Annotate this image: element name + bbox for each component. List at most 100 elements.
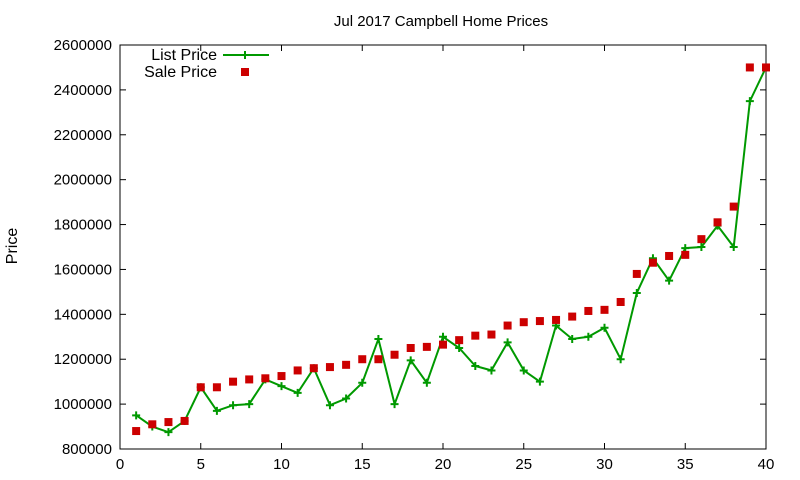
list-price-point [229,401,238,410]
sale-price-point [229,377,238,386]
y-tick-label: 2000000 [54,172,112,189]
x-tick-label: 15 [354,456,371,473]
sale-price-point [729,202,738,211]
sale-price-point [632,269,641,278]
sale-price-point [665,251,674,260]
list-price-point [212,406,221,415]
x-tick-label: 10 [273,456,290,473]
y-tick-label: 2600000 [54,37,112,54]
sale-price-point [132,427,141,436]
sale-price-point [552,315,561,324]
sale-price-point [148,420,157,429]
sale-price-point [342,360,351,369]
sale-price-point [309,364,318,373]
y-tick-label: 1200000 [54,351,112,368]
list-price-point [471,361,480,370]
sale-price-point [277,372,286,381]
sale-price-point [600,305,609,314]
sale-price-point [245,375,254,384]
list-price-point [390,400,399,409]
x-tick-label: 25 [515,456,532,473]
list-price-point [358,378,367,387]
sale-price-point [164,418,173,427]
sale-price-point [325,363,334,372]
y-tick-label: 1800000 [54,217,112,234]
y-tick-label: 1000000 [54,396,112,413]
sale-price-point [471,331,480,340]
list-price-point [729,243,738,251]
y-tick-label: 800000 [62,441,112,458]
legend-marker-list-price [241,51,249,59]
sale-price-point [745,63,754,72]
sale-price-point [455,336,464,345]
x-tick-label: 40 [758,456,775,473]
list-price-point [584,332,593,341]
list-price-point [342,394,351,403]
sale-price-point [293,366,302,375]
sale-price-point [681,250,690,259]
sale-price-point [390,350,399,359]
list-price-line [135,66,767,434]
list-price-point [277,382,286,391]
series-layer [132,63,770,437]
sale-price-point [374,355,383,364]
y-axis-label: Price [4,228,21,265]
sale-price-point [713,218,722,227]
list-price-point [245,400,254,409]
sale-price-point [697,235,706,244]
sale-price-point [503,321,512,330]
list-price-point [325,401,334,410]
x-tick-label: 20 [435,456,452,473]
legend: List Price Sale Price [144,47,269,81]
list-price-point [519,366,528,375]
sale-price-point [487,330,496,339]
list-price-point [439,332,447,341]
legend-label-list-price: List Price [151,47,217,64]
list-price-point [745,97,754,106]
axis-ticks: 0 5 10 15 20 25 30 35 40 800000 1000000 1200000 1400… [54,37,775,473]
sale-price-point [584,306,593,315]
list-price-point [293,388,302,397]
list-price-point [681,244,690,253]
sale-price-point [568,312,577,321]
y-tick-label: 2200000 [54,127,112,144]
sale-price-point [196,383,205,392]
x-tick-label: 0 [116,456,124,473]
list-price-point [697,243,706,251]
y-tick-label: 2400000 [54,82,112,99]
y-tick-label: 1400000 [54,306,112,323]
list-price-point [487,366,496,375]
x-tick-label: 30 [596,456,613,473]
sale-price-point [535,317,544,326]
list-price-point [665,276,674,285]
list-price-point [455,344,464,352]
sale-price-point [180,416,189,425]
sale-price-point [648,258,657,267]
chart-title: Jul 2017 Campbell Home Prices [334,13,548,30]
sale-price-point [406,344,415,352]
list-price-point [374,335,383,344]
list-price-point [535,377,544,386]
sale-price-point [616,297,625,306]
list-price-point [164,428,173,437]
list-price-point [406,356,415,365]
sale-price-point [762,63,770,72]
list-price-point [616,355,625,364]
sale-price-point [439,340,447,349]
sale-price-point [358,355,367,364]
sale-price-point [212,383,221,392]
list-price-point [600,323,609,332]
sale-price-point [261,374,270,383]
x-tick-label: 35 [677,456,694,473]
sale-price-point [519,318,528,327]
x-tick-label: 5 [197,456,205,473]
legend-marker-sale-price [241,68,249,76]
legend-label-sale-price: Sale Price [144,64,217,81]
list-price-point [632,289,641,298]
y-tick-label: 1600000 [54,261,112,278]
sale-price-point [422,342,431,351]
list-price-point [132,411,141,420]
list-price-point [503,338,512,347]
list-price-point [422,378,431,387]
